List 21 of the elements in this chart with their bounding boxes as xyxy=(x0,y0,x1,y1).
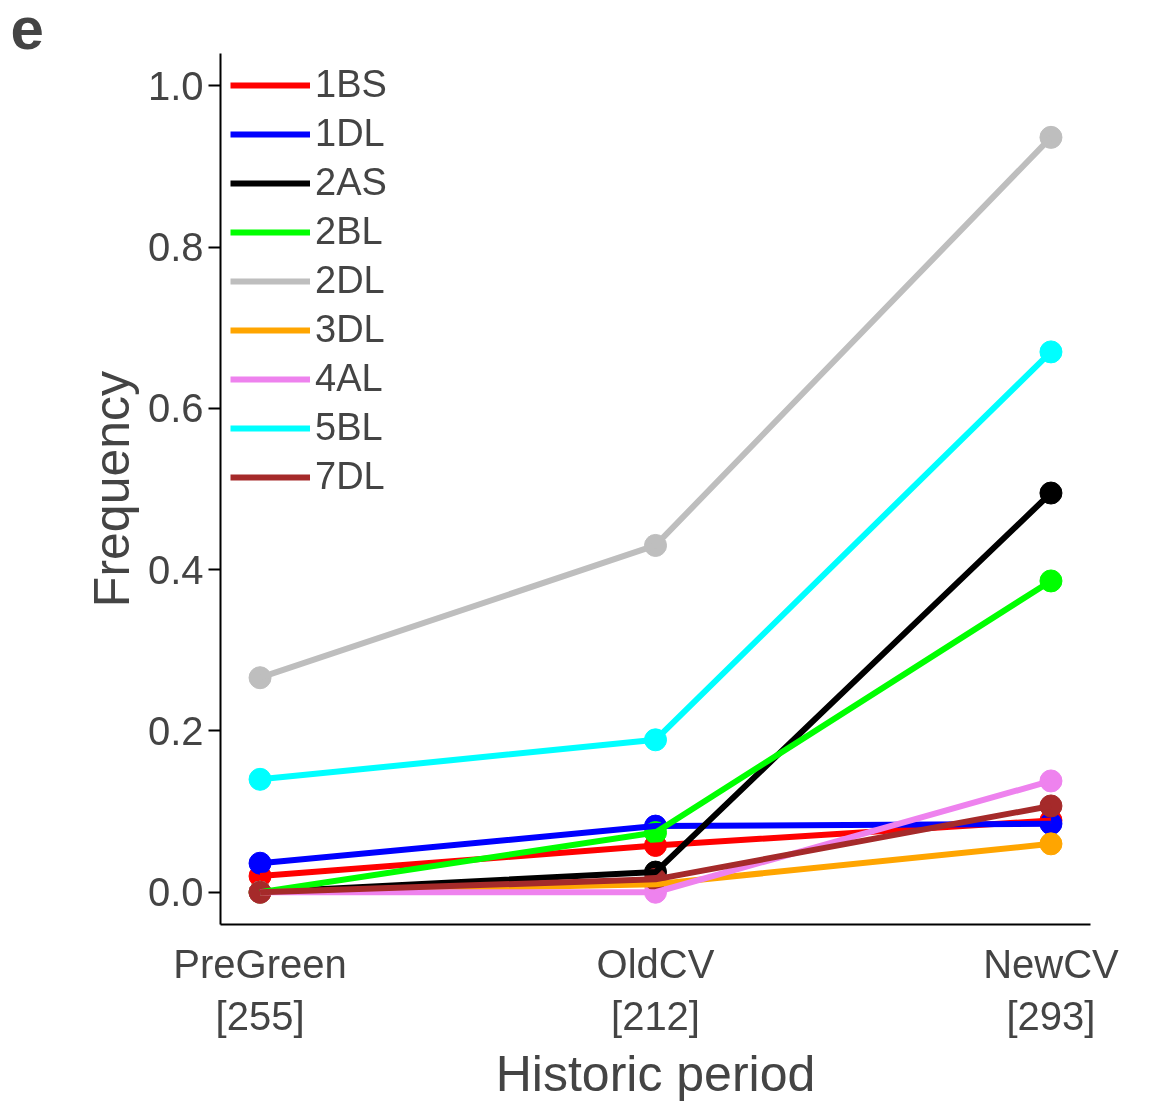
legend-label: 2AS xyxy=(315,161,387,204)
legend-label: 7DL xyxy=(315,455,385,498)
x-tick-label: OldCV [212] xyxy=(596,941,715,1039)
legend-label: 2DL xyxy=(315,259,385,302)
text: e xyxy=(10,0,44,62)
y-tick-label: 0.6 xyxy=(147,386,204,431)
legend-label: 2BL xyxy=(315,210,383,253)
legend-label: 3DL xyxy=(315,308,385,351)
x-tick-label: PreGreen [255] xyxy=(173,941,347,1039)
x-tick-label: NewCV [293] xyxy=(983,941,1120,1039)
y-axis-title: Frequency xyxy=(83,370,140,608)
y-tick-label: 0.2 xyxy=(147,708,204,753)
legend-label: 5BL xyxy=(315,406,383,449)
y-tick-label: 1.0 xyxy=(147,63,204,108)
legend-label: 4AL xyxy=(315,357,383,400)
y-tick-label: 0.0 xyxy=(147,870,204,915)
legend-label: 1DL xyxy=(315,112,385,155)
y-tick-label: 0.8 xyxy=(147,225,204,270)
x-axis-title: Historic period xyxy=(495,1046,816,1103)
y-tick-label: 0.4 xyxy=(147,547,204,592)
legend-label: 1BS xyxy=(315,63,387,106)
